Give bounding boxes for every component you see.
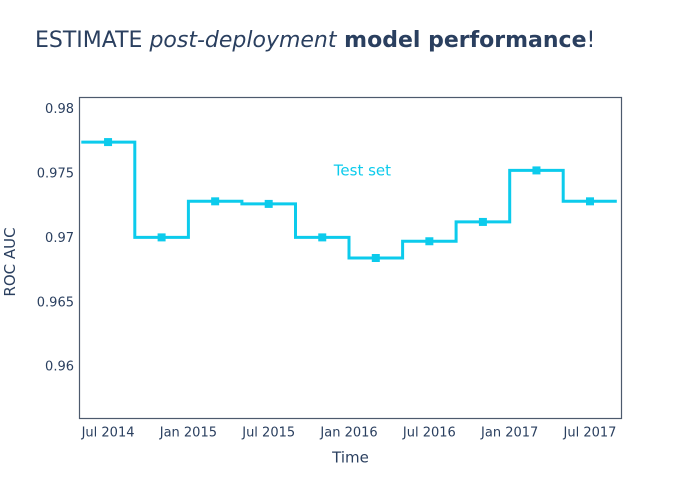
data-point-marker bbox=[211, 197, 220, 206]
title-text-italic: post-deployment bbox=[149, 28, 337, 53]
y-tick-label: 0.98 bbox=[45, 102, 74, 117]
x-tick-label: Jul 2016 bbox=[402, 426, 456, 441]
title-text-normal: ESTIMATE bbox=[35, 28, 150, 53]
plot-border bbox=[78, 96, 623, 420]
data-point-marker bbox=[157, 233, 166, 242]
data-point-marker bbox=[532, 166, 541, 175]
y-tick-label: 0.965 bbox=[37, 295, 74, 310]
x-tick-label: Jan 2015 bbox=[159, 426, 217, 441]
data-point-marker bbox=[371, 254, 380, 262]
y-axis-title: ROC AUC bbox=[1, 227, 19, 296]
x-tick-label: Jul 2014 bbox=[81, 426, 135, 441]
x-axis-title: Time bbox=[331, 449, 369, 467]
data-point-marker bbox=[586, 197, 595, 206]
data-point-marker bbox=[478, 217, 487, 226]
title-text-bold: model performance bbox=[336, 28, 587, 53]
data-point-marker bbox=[104, 138, 113, 147]
page-title: ESTIMATE post-deployment model performan… bbox=[35, 28, 595, 53]
x-tick-label: Jul 2017 bbox=[563, 426, 617, 441]
y-tick-label: 0.975 bbox=[37, 166, 74, 181]
x-tick-label: Jan 2017 bbox=[480, 426, 538, 441]
estimated-performance-step-line bbox=[81, 140, 617, 260]
data-point-marker bbox=[425, 237, 434, 246]
data-point-marker bbox=[264, 199, 273, 208]
y-tick-label: 0.96 bbox=[45, 360, 74, 375]
x-tick-label: Jan 2016 bbox=[319, 426, 377, 441]
title-text-exclamation: ! bbox=[586, 28, 596, 53]
series-label-annotation: Test set bbox=[333, 161, 391, 179]
data-point-marker bbox=[318, 233, 327, 242]
x-tick-label: Jul 2015 bbox=[241, 426, 295, 441]
y-tick-label: 0.97 bbox=[45, 231, 74, 246]
